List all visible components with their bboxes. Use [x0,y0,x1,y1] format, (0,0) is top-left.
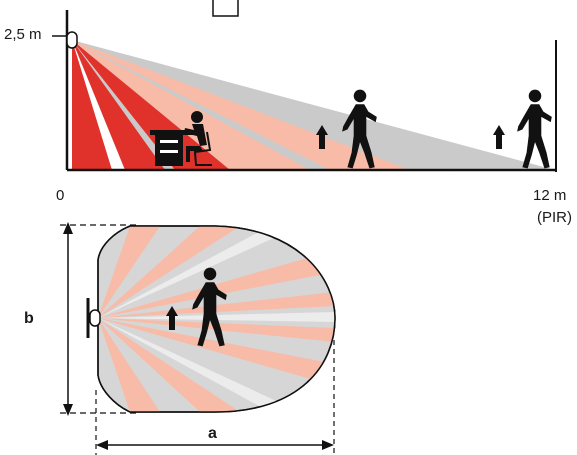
coverage-border [97,225,336,413]
mounting-height-label: 2,5 m [4,26,42,43]
pir-sensor-icon [66,31,78,49]
range-label: 12 m [533,187,566,204]
mid-zone-beam [72,40,310,170]
up-arrow-icon [493,125,505,149]
mid-zone-beam [72,40,410,170]
top-frame-box [212,0,239,17]
side-view: 2,5 m 0 12 m (PIR) [4,0,572,226]
seated-person-at-desk-icon [150,111,212,166]
top-view: b a [24,222,336,455]
walking-person-icon [517,89,552,169]
pir-sensor-icon [89,309,101,327]
near-zone-beam [72,40,112,170]
dimension-a-label: a [208,425,217,442]
origin-label: 0 [56,187,64,204]
dimension-b-label: b [24,310,34,327]
near-zone-beam [72,40,165,170]
beam-fan [98,226,335,412]
near-zone-beam [72,40,230,170]
sensor-type-label: (PIR) [537,209,572,226]
